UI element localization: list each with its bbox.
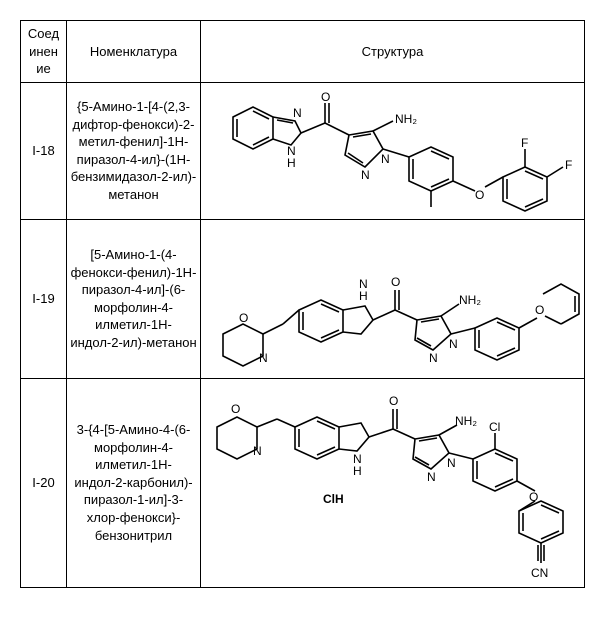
atom-label: N <box>449 337 458 351</box>
atom-label: N <box>447 456 456 470</box>
table-row: I-18 {5-Амино-1-[4-(2,3-дифтор-фенокси)-… <box>21 82 585 219</box>
atom-label: H <box>359 289 368 303</box>
compound-name: [5-Амино-1-(4-фенокси-фенил)-1Н-пиразол-… <box>67 219 201 378</box>
atom-label: O <box>475 188 484 202</box>
compound-id: I-20 <box>21 378 67 587</box>
compound-structure: N H N O NH₂ N N O F F <box>201 82 585 219</box>
salt-label: ClH <box>323 492 344 506</box>
atom-label: H <box>353 464 362 478</box>
header-row: Соед инен ие Номенклатура Структура <box>21 21 585 83</box>
compound-structure: O N H N O NH₂ N N O <box>201 219 585 378</box>
header-compound: Соед инен ие <box>21 21 67 83</box>
atom-label: F <box>565 158 572 172</box>
atom-label: N <box>361 168 370 182</box>
atom-label: O <box>389 394 398 408</box>
structure-svg-i19: O N H N O NH₂ N N O <box>203 224 583 374</box>
header-structure: Структура <box>201 21 585 83</box>
compound-name: {5-Амино-1-[4-(2,3-дифтор-фенокси)-2-мет… <box>67 82 201 219</box>
atom-label: NH₂ <box>395 112 417 126</box>
atom-label: O <box>391 275 400 289</box>
compound-name: 3-{4-[5-Амино-4-(6-морфолин-4-илметил-1Н… <box>67 378 201 587</box>
atom-label: O <box>231 402 240 416</box>
header-nomenclature: Номенклатура <box>67 21 201 83</box>
compound-structure: O N N H O NH₂ Cl N N O CN ClH <box>201 378 585 587</box>
atom-label: CN <box>531 566 548 580</box>
atom-label: O <box>239 311 248 325</box>
table-row: I-20 3-{4-[5-Амино-4-(6-морфолин-4-илмет… <box>21 378 585 587</box>
atom-label: O <box>535 303 544 317</box>
atom-label: N <box>293 106 302 120</box>
atom-label: H <box>287 156 296 170</box>
atom-label: F <box>521 136 528 150</box>
structure-svg-i20: O N N H O NH₂ Cl N N O CN ClH <box>203 383 583 583</box>
atom-label: N <box>253 444 262 458</box>
compound-id: I-19 <box>21 219 67 378</box>
atom-label: NH₂ <box>459 293 481 307</box>
atom-label: N <box>429 351 438 365</box>
atom-label: N <box>381 152 390 166</box>
atom-label: O <box>529 490 538 504</box>
table-row: I-19 [5-Амино-1-(4-фенокси-фенил)-1Н-пир… <box>21 219 585 378</box>
structure-svg-i18: N H N O NH₂ N N O F F <box>203 87 583 215</box>
atom-label: N <box>259 351 268 365</box>
compound-id: I-18 <box>21 82 67 219</box>
compound-table: Соед инен ие Номенклатура Структура I-18… <box>20 20 585 588</box>
atom-label: N <box>359 277 368 291</box>
atom-label: NH₂ <box>455 414 477 428</box>
atom-label: Cl <box>489 420 500 434</box>
atom-label: N <box>427 470 436 484</box>
atom-label: O <box>321 90 330 104</box>
